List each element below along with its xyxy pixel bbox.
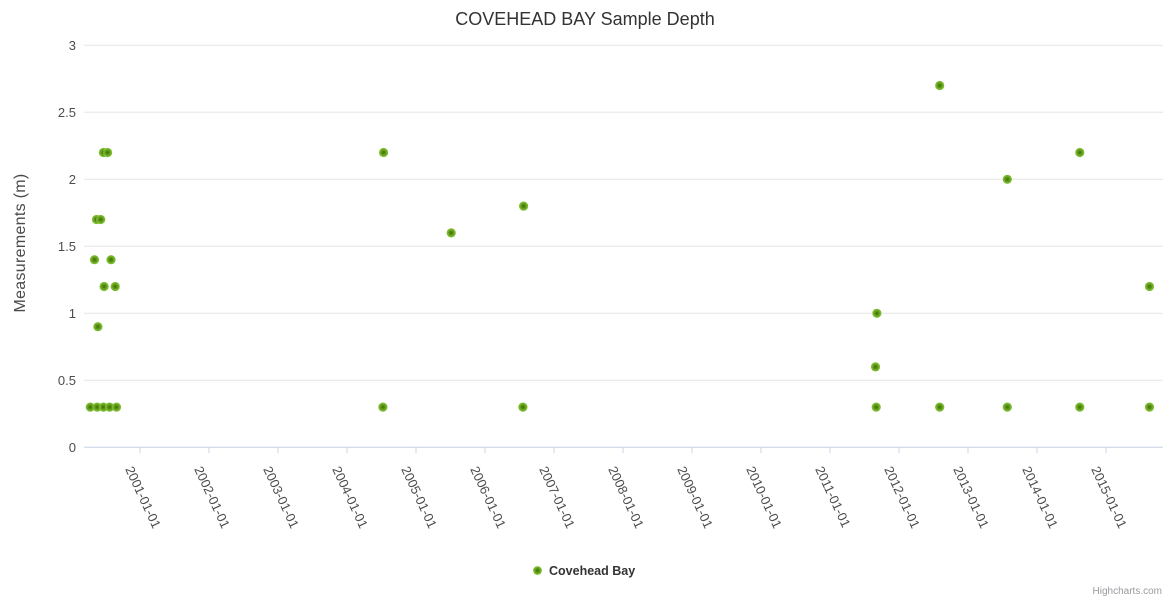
x-axis-tick-label: 2004-01-01 [329, 464, 371, 531]
chart-title: COVEHEAD BAY Sample Depth [455, 9, 714, 29]
legend-marker-icon [533, 566, 542, 575]
y-axis-title: Measurements (m) [12, 173, 29, 312]
x-axis-tick-label: 2013-01-01 [950, 464, 992, 531]
data-point[interactable] [1002, 174, 1012, 184]
data-point[interactable] [93, 322, 103, 332]
series-covehead-bay [85, 80, 1155, 412]
data-point[interactable] [871, 402, 881, 412]
x-axis-tick-label: 2010-01-01 [743, 464, 785, 531]
x-axis-tick-label: 2002-01-01 [191, 464, 233, 531]
x-axis [84, 446, 1163, 454]
data-point[interactable] [99, 281, 109, 292]
data-point[interactable] [96, 214, 106, 225]
data-point[interactable] [872, 308, 882, 318]
x-axis-labels: 2001-01-01 2002-01-01 2003-01-01 2004-01-01… [122, 464, 1130, 531]
x-axis-tick-label: 2005-01-01 [398, 464, 440, 531]
y-axis-tick-label: 0.5 [58, 373, 76, 388]
x-axis-tick-label: 2007-01-01 [536, 464, 578, 531]
data-point[interactable] [110, 281, 120, 292]
x-axis-tick-label: 2011-01-01 [812, 464, 853, 530]
y-axis-tick-label: 2 [69, 172, 76, 187]
data-point[interactable] [935, 402, 945, 412]
data-point[interactable] [103, 147, 113, 158]
legend-label: Covehead Bay [549, 564, 635, 578]
x-axis-tick-label: 2009-01-01 [674, 464, 716, 531]
x-axis-tick-label: 2008-01-01 [605, 464, 647, 531]
data-point[interactable] [85, 402, 95, 412]
y-axis-tick-label: 3 [69, 38, 76, 53]
y-axis-tick-label: 2.5 [58, 105, 76, 120]
data-point[interactable] [105, 402, 115, 412]
data-point[interactable] [379, 147, 389, 158]
y-axis-tick-label: 1.5 [58, 239, 76, 254]
y-axis-tick-label: 0 [69, 440, 76, 455]
credits-link[interactable]: Highcharts.com [1093, 586, 1162, 597]
data-point[interactable] [106, 255, 116, 265]
data-point[interactable] [518, 402, 528, 412]
data-point[interactable] [446, 228, 456, 238]
x-axis-tick-label: 2015-01-01 [1088, 464, 1130, 531]
x-axis-tick-label: 2006-01-01 [467, 464, 509, 531]
data-point[interactable] [1002, 402, 1012, 412]
data-point[interactable] [1075, 147, 1085, 158]
y-axis-labels: 0 0.5 1 1.5 2 2.5 3 [58, 38, 76, 455]
x-axis-tick-label: 2014-01-01 [1019, 464, 1061, 531]
data-point[interactable] [378, 402, 388, 412]
x-axis-tick-label: 2012-01-01 [881, 464, 923, 531]
data-point[interactable] [111, 402, 122, 412]
data-point[interactable] [1144, 402, 1155, 412]
data-point[interactable] [89, 255, 100, 265]
data-point[interactable] [1144, 281, 1155, 292]
data-point[interactable] [935, 80, 945, 91]
legend-item-covehead-bay[interactable]: Covehead Bay [533, 564, 635, 578]
data-point[interactable] [1075, 402, 1085, 412]
gridlines [84, 44, 1163, 448]
x-axis-tick-label: 2001-01-01 [122, 464, 164, 531]
data-point[interactable] [870, 362, 881, 372]
data-point[interactable] [519, 201, 529, 211]
y-axis-tick-label: 1 [69, 306, 76, 321]
x-axis-tick-label: 2003-01-01 [260, 464, 302, 531]
